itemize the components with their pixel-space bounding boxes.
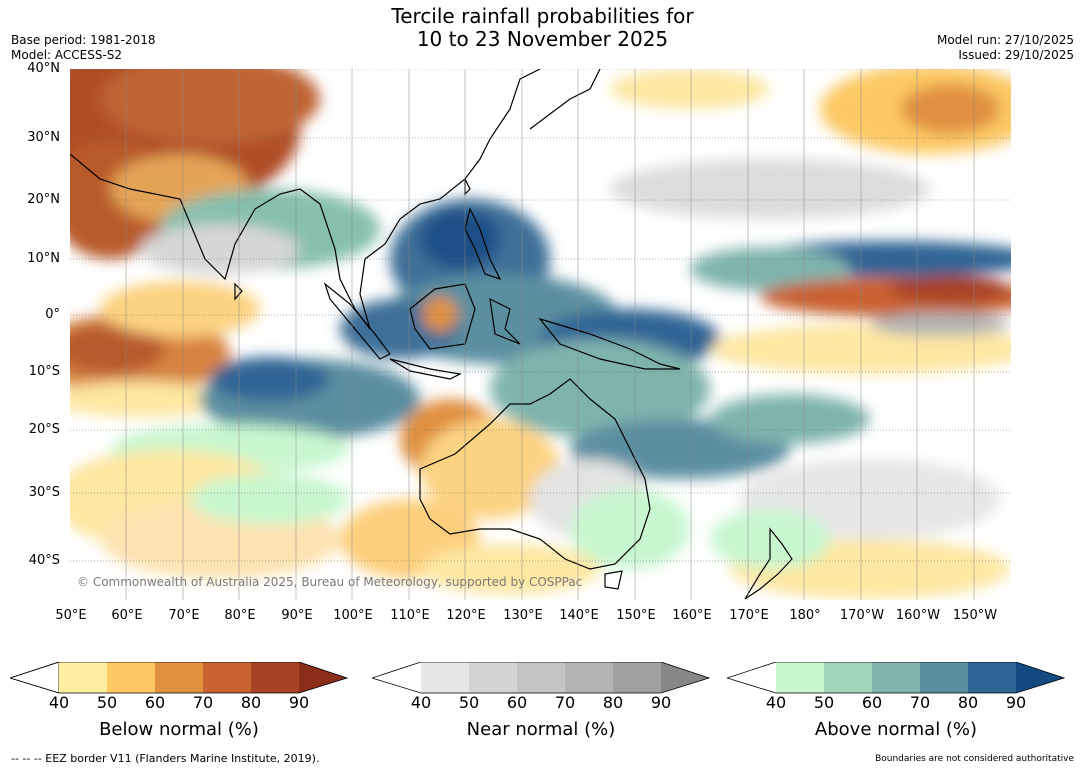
lon-label: 90°E	[281, 608, 313, 623]
colorbar-tick: 80	[957, 693, 979, 712]
lat-label: 30°S	[28, 485, 60, 500]
lon-label: 170°W	[839, 608, 885, 623]
lat-label: 30°N	[27, 130, 60, 145]
lon-label: 50°E	[55, 608, 87, 623]
colorbar-tick: 40	[48, 693, 70, 712]
graticule	[70, 69, 1011, 562]
meridians	[125, 69, 975, 600]
lon-label: 140°E	[559, 608, 599, 623]
model-run: Model run: 27/10/2025	[936, 33, 1074, 47]
colorbar-swatch	[469, 662, 517, 693]
lon-label: 70°E	[168, 608, 200, 623]
lon-label: 150°W	[952, 608, 998, 623]
colorbar-upper-extension	[1016, 662, 1064, 693]
colorbar-swatch	[421, 662, 469, 693]
lat-label: 10°N	[27, 251, 60, 266]
lon-label: 130°E	[503, 608, 543, 623]
colorbar-upper-extension	[661, 662, 709, 693]
colorbar-tick: 60	[506, 693, 528, 712]
colorbar-swatch	[920, 662, 968, 693]
colorbar-tick: 90	[1005, 693, 1027, 712]
colorbar-tick: 50	[96, 693, 118, 712]
colorbar-lower-extension	[10, 662, 60, 694]
colorbar-swatch	[59, 662, 107, 693]
near-normal-colorbar	[372, 662, 710, 694]
above-normal-colorbar	[727, 662, 1065, 694]
colorbar-tick: 60	[144, 693, 166, 712]
colorbar-tick: 50	[458, 693, 480, 712]
above-normal-title: Above normal (%)	[814, 719, 978, 740]
colorbar-tick: 80	[240, 693, 262, 712]
lat-label: 20°S	[28, 422, 60, 437]
lat-label: 10°S	[28, 364, 60, 379]
colorbar-lower-extension	[372, 662, 421, 693]
colorbar-tick: 70	[554, 693, 576, 712]
colorbar-tick: 40	[765, 693, 787, 712]
colorbar-swatch	[203, 662, 251, 693]
lat-label: 0°	[45, 307, 60, 322]
issued-date: Issued: 29/10/2025	[958, 48, 1074, 62]
eez-border-note: -- -- -- EEZ border V11 (Flanders Marine…	[11, 752, 320, 765]
lat-label: 40°N	[27, 61, 60, 76]
map-title-line1: Tercile rainfall probabilities for	[391, 4, 694, 28]
colorbar-swatch	[872, 662, 920, 693]
copyright-credit: © Commonwealth of Australia 2025, Bureau…	[77, 575, 583, 589]
colorbar-tick: 90	[288, 693, 310, 712]
colorbar-swatch	[824, 662, 872, 693]
colorbar-swatch	[565, 662, 613, 693]
colorbar-tick: 50	[813, 693, 835, 712]
map-title-line2: 10 to 23 November 2025	[416, 27, 669, 51]
lat-label: 20°N	[27, 192, 60, 207]
colorbar-tick: 80	[602, 693, 624, 712]
colorbar-tick: 60	[861, 693, 883, 712]
lon-label: 80°E	[224, 608, 256, 623]
near-normal-title: Near normal (%)	[466, 719, 616, 740]
colorbar-swatch	[968, 662, 1016, 693]
boundaries-disclaimer: Boundaries are not considered authoritat…	[875, 754, 1074, 764]
base-period: Base period: 1981-2018	[11, 33, 156, 47]
probability-field	[70, 69, 1011, 599]
colorbar-tick: 90	[650, 693, 672, 712]
colorbar-swatch	[517, 662, 565, 693]
colorbar-tick: 70	[192, 693, 214, 712]
colorbar-swatch	[155, 662, 203, 693]
below-normal-title: Below normal (%)	[99, 719, 259, 740]
lon-label: 180°	[789, 608, 821, 623]
rainfall-probability-map	[70, 69, 1011, 600]
colorbar-swatch	[776, 662, 824, 693]
lon-label: 100°E	[333, 608, 373, 623]
below-normal-colorbar	[10, 662, 348, 694]
lon-label: 110°E	[390, 608, 430, 623]
colorbar-upper-extension	[299, 662, 347, 693]
coastlines	[70, 69, 793, 600]
colorbar-lower-extension	[727, 662, 776, 693]
lon-label: 60°E	[111, 608, 143, 623]
lat-label: 40°S	[28, 553, 60, 568]
colorbar-swatch	[251, 662, 299, 693]
lon-label: 150°E	[616, 608, 656, 623]
lon-label: 160°E	[672, 608, 712, 623]
colorbar-tick: 70	[909, 693, 931, 712]
colorbar-swatch	[107, 662, 155, 693]
colorbar-tick: 40	[410, 693, 432, 712]
lon-label: 160°W	[895, 608, 941, 623]
lon-label: 120°E	[446, 608, 486, 623]
lon-label: 170°E	[729, 608, 769, 623]
colorbar-swatch	[613, 662, 661, 693]
model-name: Model: ACCESS-S2	[11, 48, 123, 62]
